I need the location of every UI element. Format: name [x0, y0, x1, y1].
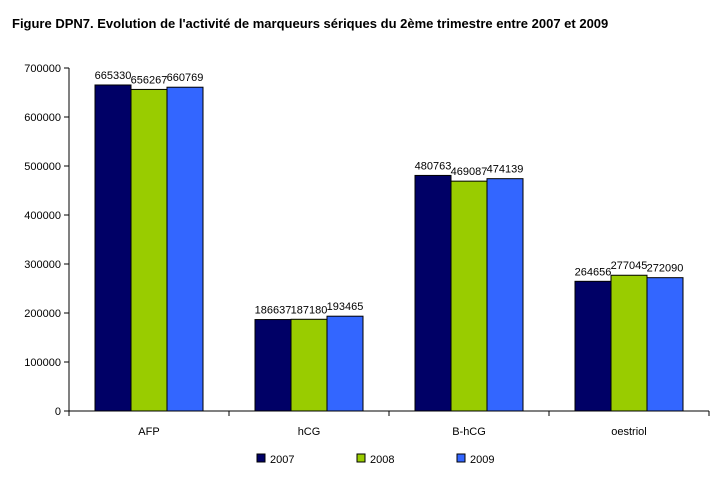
bar-oestriol-2008 — [610, 274, 648, 412]
bar-hcg-2007 — [254, 319, 292, 412]
data-label: 469087 — [451, 166, 488, 178]
legend-label-2007: 2007 — [270, 454, 294, 466]
data-label: 480763 — [415, 160, 452, 172]
y-tick-label: 100000 — [24, 357, 61, 369]
chart-title: Figure DPN7. Evolution de l'activité de … — [12, 16, 609, 31]
bar-hcg-2008 — [290, 318, 328, 412]
data-label: 186637 — [255, 305, 292, 317]
y-tick-label: 300000 — [24, 259, 61, 271]
data-label: 272090 — [647, 263, 684, 275]
bar-oestriol-2007 — [574, 280, 612, 412]
bar-afp-2009 — [166, 86, 204, 412]
legend: 2007 2008 2009 — [256, 453, 494, 466]
y-tick-label: 200000 — [24, 308, 61, 320]
legend-swatch-2008 — [356, 453, 366, 463]
data-label: 187180 — [291, 304, 328, 316]
bar-b-hcg-2008 — [450, 180, 488, 412]
bar-afp-2007 — [94, 84, 132, 412]
legend-label-2008: 2008 — [370, 454, 394, 466]
bar-afp-2008 — [130, 88, 168, 412]
legend-swatch-2007 — [256, 453, 266, 463]
y-tick-label: 400000 — [24, 210, 61, 222]
bar-oestriol-2009 — [646, 277, 684, 412]
x-tick-label: AFP — [138, 426, 159, 438]
y-tick-label: 0 — [55, 406, 61, 418]
data-label: 665330 — [95, 70, 132, 82]
y-axis: 0 100000 200000 300000 400000 500000 600000 700… — [24, 63, 70, 418]
data-label: 193465 — [327, 301, 364, 313]
y-tick-label: 700000 — [24, 63, 61, 75]
data-label: 656267 — [131, 74, 168, 86]
legend-swatch-2009 — [456, 453, 466, 463]
x-tick-label: hCG — [298, 426, 321, 438]
bar-b-hcg-2009 — [486, 178, 524, 412]
bar-hcg-2009 — [326, 315, 364, 412]
y-tick-label: 600000 — [24, 112, 61, 124]
data-label: 277045 — [611, 260, 648, 272]
x-tick-label: B-hCG — [452, 426, 486, 438]
bars — [94, 84, 684, 412]
y-tick-label: 500000 — [24, 161, 61, 173]
data-label: 660769 — [167, 72, 204, 84]
data-label: 264656 — [575, 266, 612, 278]
x-tick-label: oestriol — [611, 426, 646, 438]
legend-label-2009: 2009 — [470, 454, 494, 466]
bar-b-hcg-2007 — [414, 174, 452, 412]
data-label: 474139 — [487, 164, 524, 176]
data-labels: 665330 656267 660769 186637 187180 193465 4807… — [95, 70, 684, 317]
x-axis: AFP hCG B-hCG oestriol — [68, 410, 710, 438]
